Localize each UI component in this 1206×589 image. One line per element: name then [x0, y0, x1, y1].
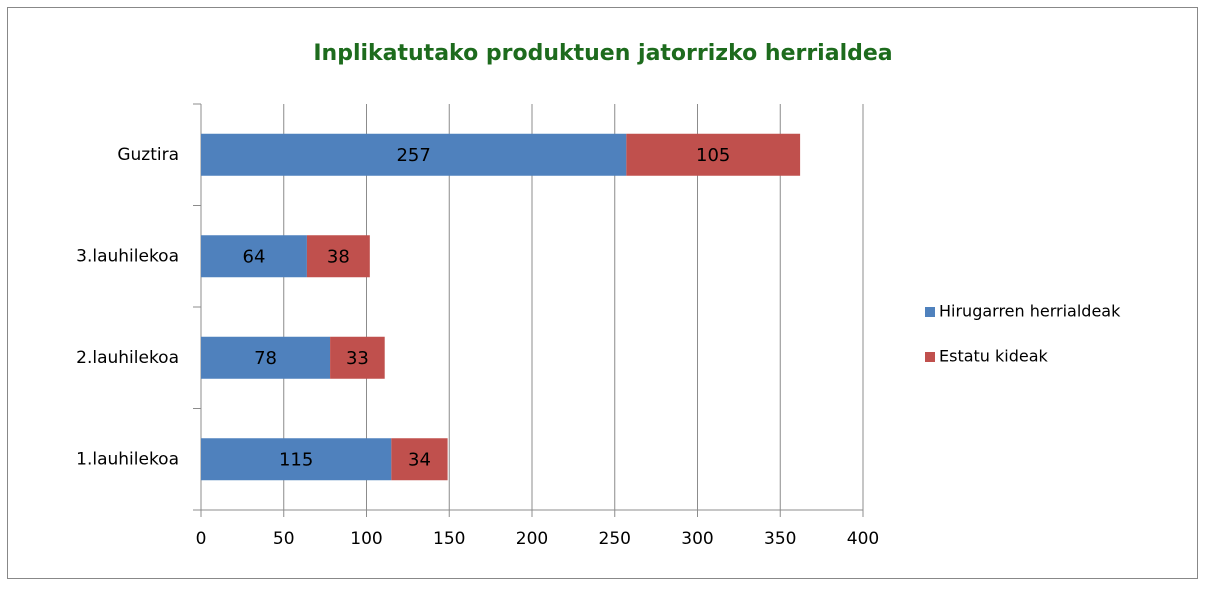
x-tick-label: 150 [433, 529, 465, 549]
data-label: 78 [254, 348, 277, 369]
x-tick-label: 400 [847, 529, 879, 549]
data-label: 33 [346, 348, 369, 369]
bar-segment [201, 438, 392, 481]
data-label: 64 [243, 246, 266, 267]
data-label: 257 [396, 145, 430, 166]
y-tick-label: 3.lauhilekoa [76, 246, 179, 266]
data-label: 115 [279, 449, 313, 470]
y-tick-label: 1.lauhilekoa [76, 449, 179, 469]
data-label: 105 [696, 145, 730, 166]
y-tick-label: Guztira [117, 145, 179, 165]
x-tick-label: 350 [764, 529, 796, 549]
y-tick-label: 2.lauhilekoa [76, 348, 179, 368]
bar-segment [201, 133, 627, 176]
legend-swatch [925, 307, 935, 317]
chart-border [7, 7, 1198, 579]
x-tick-label: 50 [273, 529, 295, 549]
data-label: 34 [408, 449, 431, 470]
x-tick-label: 100 [350, 529, 382, 549]
x-tick-label: 250 [599, 529, 631, 549]
x-tick-label: 200 [516, 529, 548, 549]
bar-segment [330, 336, 385, 379]
x-tick-label: 0 [196, 529, 207, 549]
bar-segment [391, 438, 448, 481]
bar-segment [201, 336, 331, 379]
x-tick-label: 300 [681, 529, 713, 549]
bar-segment [306, 235, 370, 278]
data-label: 38 [327, 246, 350, 267]
bar-segment [201, 235, 307, 278]
chart-title: Inplikatutako produktuen jatorrizko herr… [313, 41, 892, 66]
legend-label: Hirugarren herrialdeak [939, 302, 1121, 321]
legend-swatch [925, 352, 935, 362]
legend-label: Estatu kideak [939, 347, 1049, 366]
bar-segment [626, 133, 801, 176]
